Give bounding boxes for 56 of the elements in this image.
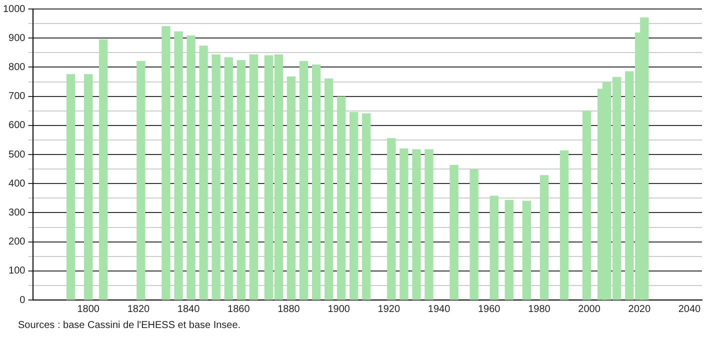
y-tick-label: 1000 <box>2 4 26 15</box>
y-tick-label: 400 <box>8 178 26 190</box>
bar <box>582 110 592 300</box>
x-tick-label: 1920 <box>378 304 400 315</box>
bar <box>412 149 421 300</box>
x-tick-label: 1900 <box>328 304 350 315</box>
bar <box>186 35 196 300</box>
x-tick-label: 1940 <box>428 304 451 315</box>
bar <box>212 54 220 300</box>
bar <box>162 26 170 300</box>
x-tick-label: 1820 <box>127 304 150 315</box>
bar <box>522 200 531 300</box>
bar <box>490 196 498 300</box>
source-note: Sources : base Cassini de l'EHESS et base Insee. <box>18 320 241 331</box>
x-tick-label: 1880 <box>278 304 300 315</box>
bar <box>312 64 321 300</box>
bar <box>286 76 296 300</box>
bar <box>174 31 183 300</box>
y-tick-label: 500 <box>8 149 26 160</box>
bar <box>84 74 93 300</box>
bar <box>450 164 458 300</box>
y-tick-label: 700 <box>8 91 26 102</box>
bar <box>249 54 258 300</box>
x-tick-label: 1980 <box>528 304 551 315</box>
x-tick-label: 2040 <box>678 304 702 315</box>
bar <box>504 200 514 300</box>
y-tick-label: 600 <box>8 120 26 132</box>
x-tick-label: 2000 <box>578 304 601 315</box>
y-tick-label: 800 <box>8 62 26 73</box>
x-tick-label: 1860 <box>228 304 250 315</box>
bar <box>387 138 396 300</box>
bar <box>540 175 549 300</box>
y-tick-label: 300 <box>8 207 26 218</box>
bar <box>470 169 478 300</box>
bar <box>336 96 346 300</box>
bar <box>199 46 208 300</box>
bar <box>560 150 569 300</box>
bar <box>299 61 308 300</box>
bar <box>350 112 358 300</box>
bar <box>400 148 408 300</box>
x-tick-label: 1960 <box>478 304 501 315</box>
bar <box>236 60 246 300</box>
bar <box>66 74 76 300</box>
y-tick-label: 200 <box>8 236 26 248</box>
x-tick-label: 1800 <box>77 304 100 315</box>
bar <box>99 39 108 300</box>
bar <box>324 78 334 300</box>
bar <box>136 61 146 300</box>
bar <box>224 57 233 300</box>
bar <box>362 113 371 300</box>
x-tick-label: 1840 <box>177 304 200 315</box>
y-tick-label: 900 <box>8 32 26 44</box>
y-tick-label: 0 <box>20 294 26 306</box>
bar <box>424 149 434 300</box>
x-tick-label: 2020 <box>628 304 651 315</box>
y-tick-label: 100 <box>8 266 26 277</box>
